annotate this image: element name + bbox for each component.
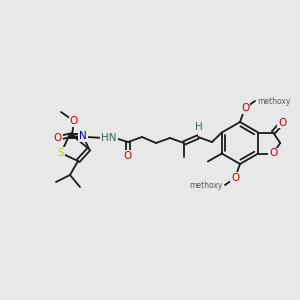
Text: H: H (195, 122, 203, 132)
Text: O: O (269, 148, 277, 158)
Text: O: O (278, 118, 286, 128)
Text: O: O (70, 116, 78, 126)
Text: O: O (231, 173, 239, 183)
Text: methoxy: methoxy (257, 97, 290, 106)
Text: HN: HN (101, 133, 117, 143)
Text: O: O (54, 133, 62, 143)
Text: methoxy: methoxy (190, 181, 223, 190)
Text: N: N (79, 131, 87, 141)
Text: S: S (58, 148, 64, 158)
Text: O: O (124, 151, 132, 161)
Text: O: O (241, 103, 249, 113)
